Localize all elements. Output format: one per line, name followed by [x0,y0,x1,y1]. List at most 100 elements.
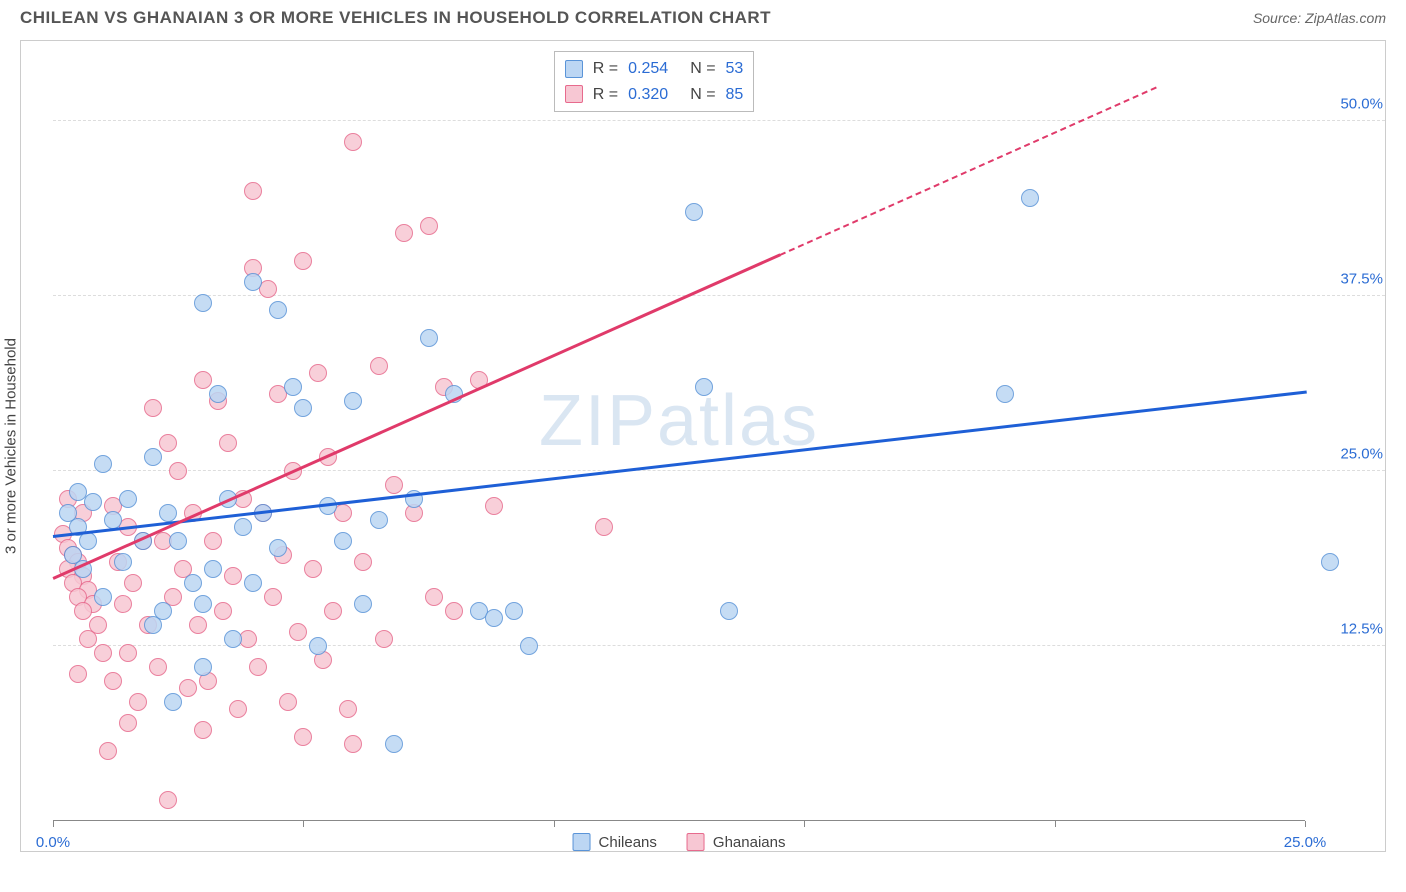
data-point [370,511,388,529]
data-point [94,588,112,606]
legend-swatch [573,833,591,851]
data-point [94,644,112,662]
data-point [194,595,212,613]
data-point [159,434,177,452]
data-point [79,630,97,648]
legend-swatch [687,833,705,851]
data-point [334,532,352,550]
gridline [53,295,1385,296]
data-point [425,588,443,606]
data-point [194,371,212,389]
data-point [169,462,187,480]
legend-row: R = 0.320 N = 85 [565,82,744,108]
data-point [294,728,312,746]
legend-n-label: N = [690,82,715,108]
data-point [204,532,222,550]
data-point [224,567,242,585]
data-point [124,574,142,592]
data-point [114,553,132,571]
data-point [114,595,132,613]
x-tick [53,821,54,827]
data-point [520,637,538,655]
data-point [149,658,167,676]
series-name: Ghanaians [713,834,786,851]
data-point [194,721,212,739]
data-point [194,294,212,312]
data-point [595,518,613,536]
data-point [224,630,242,648]
series-legend-item: Chileans [573,833,657,851]
data-point [184,574,202,592]
data-point [354,595,372,613]
trend-line [52,254,780,580]
data-point [129,693,147,711]
data-point [194,658,212,676]
data-point [309,364,327,382]
data-point [344,133,362,151]
chart-container: CHILEAN VS GHANAIAN 3 OR MORE VEHICLES I… [0,0,1406,892]
data-point [119,490,137,508]
data-point [289,623,307,641]
y-tick-label: 12.5% [1313,621,1383,638]
legend-swatch [565,60,583,78]
x-tick-label: 0.0% [36,834,70,851]
plot-area: ZIPatlas R = 0.254N = 53R = 0.320N = 85 … [53,51,1305,821]
data-point [1021,189,1039,207]
data-point [485,497,503,515]
data-point [99,742,117,760]
data-point [395,224,413,242]
data-point [385,735,403,753]
data-point [1321,553,1339,571]
data-point [219,434,237,452]
data-point [229,700,247,718]
data-point [249,658,267,676]
legend-n-value: 85 [726,82,744,108]
data-point [445,602,463,620]
data-point [104,672,122,690]
legend-swatch [565,85,583,103]
data-point [304,560,322,578]
source-attribution: Source: ZipAtlas.com [1253,10,1386,26]
data-point [244,574,262,592]
legend-r-label: R = [593,56,618,82]
chart-title: CHILEAN VS GHANAIAN 3 OR MORE VEHICLES I… [20,8,771,28]
data-point [84,493,102,511]
x-tick [1305,821,1306,827]
legend-r-value: 0.254 [628,56,668,82]
data-point [244,182,262,200]
x-tick-label: 25.0% [1284,834,1327,851]
data-point [344,735,362,753]
data-point [294,252,312,270]
gridline [53,470,1385,471]
data-point [234,518,252,536]
data-point [685,203,703,221]
data-point [204,560,222,578]
series-legend: Chileans Ghanaians [573,833,786,851]
correlation-legend: R = 0.254 N = 53 R = 0.320 N = 85 [554,51,755,112]
data-point [69,665,87,683]
data-point [324,602,342,620]
data-point [339,700,357,718]
data-point [144,448,162,466]
data-point [214,602,232,620]
data-point [179,679,197,697]
legend-n-label: N = [690,56,715,82]
trend-line [780,86,1157,255]
y-tick-label: 37.5% [1313,271,1383,288]
legend-n-value: 53 [726,56,744,82]
chart-frame: 3 or more Vehicles in Household ZIPatlas… [20,40,1386,852]
watermark: ZIPatlas [539,380,819,462]
data-point [695,378,713,396]
data-point [159,504,177,522]
data-point [996,385,1014,403]
data-point [375,630,393,648]
data-point [74,602,92,620]
data-point [159,791,177,809]
legend-r-label: R = [593,82,618,108]
data-point [144,399,162,417]
data-point [344,392,362,410]
data-point [485,609,503,627]
series-legend-item: Ghanaians [687,833,786,851]
legend-r-value: 0.320 [628,82,668,108]
data-point [385,476,403,494]
